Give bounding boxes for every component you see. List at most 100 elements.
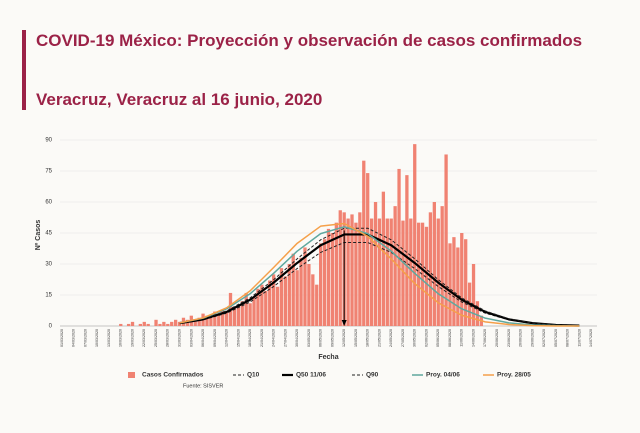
bar: [221, 309, 225, 326]
bar: [369, 218, 374, 326]
bar: [307, 264, 311, 326]
y-axis-label: Nº Casos: [35, 220, 42, 251]
y-tick-label: 75: [45, 169, 52, 175]
bar: [326, 228, 331, 326]
x-tick-label: 17/06/2020: [483, 329, 487, 347]
bar: [291, 253, 295, 326]
bar: [170, 321, 174, 326]
bar: [362, 160, 366, 326]
x-tick-label: 27/04/2020: [283, 329, 287, 347]
x-tick-label: 08/07/2020: [566, 329, 570, 347]
bar: [330, 233, 335, 326]
x-tick-label: 04/03/2020: [72, 329, 76, 347]
bar: [460, 233, 464, 326]
bar: [299, 257, 303, 326]
x-tick-label: 03/04/2020: [189, 329, 193, 347]
bar: [205, 315, 209, 326]
bar: [260, 284, 264, 326]
bar: [373, 202, 378, 326]
bar: [397, 168, 401, 326]
x-tick-label: 30/04/2020: [295, 329, 299, 347]
legend-label: Proy. 04/06: [426, 372, 460, 379]
bar: [322, 239, 327, 326]
bar: [424, 226, 429, 326]
bar: [213, 311, 217, 326]
bar: [232, 307, 237, 326]
x-tick-label: 05/06/2020: [436, 329, 440, 347]
bar: [452, 237, 456, 326]
x-tick-label: 27/05/2020: [401, 329, 405, 347]
bar: [252, 297, 256, 326]
bar: [381, 191, 386, 326]
bar: [130, 321, 135, 326]
bar: [471, 264, 476, 326]
bar: [173, 319, 178, 326]
bar: [315, 284, 319, 326]
x-tick-label: 30/05/2020: [413, 329, 417, 347]
x-tick-label: 01/03/2020: [60, 329, 64, 347]
legend-label: Q10: [247, 372, 260, 379]
bar: [154, 319, 158, 326]
x-tick-label: 31/03/2020: [178, 329, 182, 347]
bar: [448, 243, 452, 326]
bar: [244, 292, 248, 326]
bar: [162, 321, 166, 326]
x-tick-label: 08/06/2020: [448, 329, 452, 347]
bar: [248, 303, 252, 326]
bar: [444, 154, 448, 326]
bar: [432, 202, 436, 326]
bar: [256, 288, 260, 326]
legend-label: Casos Confirmados: [142, 372, 204, 379]
x-tick-label: 26/06/2020: [519, 329, 523, 347]
x-tick-label: 15/04/2020: [236, 329, 240, 347]
x-tick-label: 12/04/2020: [225, 329, 229, 347]
bar: [138, 323, 143, 326]
x-axis-label: Fecha: [318, 354, 338, 361]
bar: [358, 212, 362, 326]
line: [179, 227, 580, 327]
peak-arrowhead: [341, 320, 347, 326]
x-tick-label: 20/06/2020: [495, 329, 499, 347]
slide-subtitle: Veracruz, Veracruz al 16 junio, 2020: [36, 90, 323, 109]
x-tick-label: 29/06/2020: [530, 329, 534, 347]
x-tick-label: 02/06/2020: [424, 329, 428, 347]
x-tick-label: 24/04/2020: [272, 329, 276, 347]
bar: [283, 276, 288, 326]
bar: [389, 218, 393, 326]
bar: [271, 274, 276, 326]
x-tick-label: 14/06/2020: [471, 329, 475, 347]
bar: [409, 218, 413, 326]
y-tick-label: 30: [45, 262, 52, 268]
bar: [240, 301, 244, 326]
bar: [354, 222, 358, 326]
line: [179, 222, 580, 327]
bar: [475, 301, 480, 326]
bar: [166, 323, 170, 326]
bar: [350, 214, 354, 326]
bar: [393, 206, 397, 326]
y-tick-label: 15: [45, 293, 52, 299]
x-tick-label: 02/07/2020: [542, 329, 546, 347]
bar: [279, 268, 284, 326]
x-tick-label: 15/05/2020: [354, 329, 358, 347]
bar: [193, 319, 197, 326]
x-tick-label: 28/03/2020: [166, 329, 170, 347]
x-tick-label: 23/06/2020: [507, 329, 511, 347]
bar: [319, 243, 323, 326]
bar: [385, 218, 389, 326]
legend-label: Q50 11/06: [296, 372, 326, 379]
bar: [413, 144, 417, 326]
x-tick-label: 25/03/2020: [154, 329, 158, 347]
bar: [197, 317, 201, 326]
bar: [346, 218, 350, 326]
bar: [334, 222, 338, 326]
x-tick-label: 06/04/2020: [201, 329, 205, 347]
x-tick-label: 09/05/2020: [330, 329, 334, 347]
bar: [158, 323, 162, 326]
bar: [275, 286, 280, 326]
bar: [264, 290, 268, 326]
line: [179, 226, 580, 327]
bar: [366, 173, 370, 326]
legend-swatch: [128, 372, 135, 378]
